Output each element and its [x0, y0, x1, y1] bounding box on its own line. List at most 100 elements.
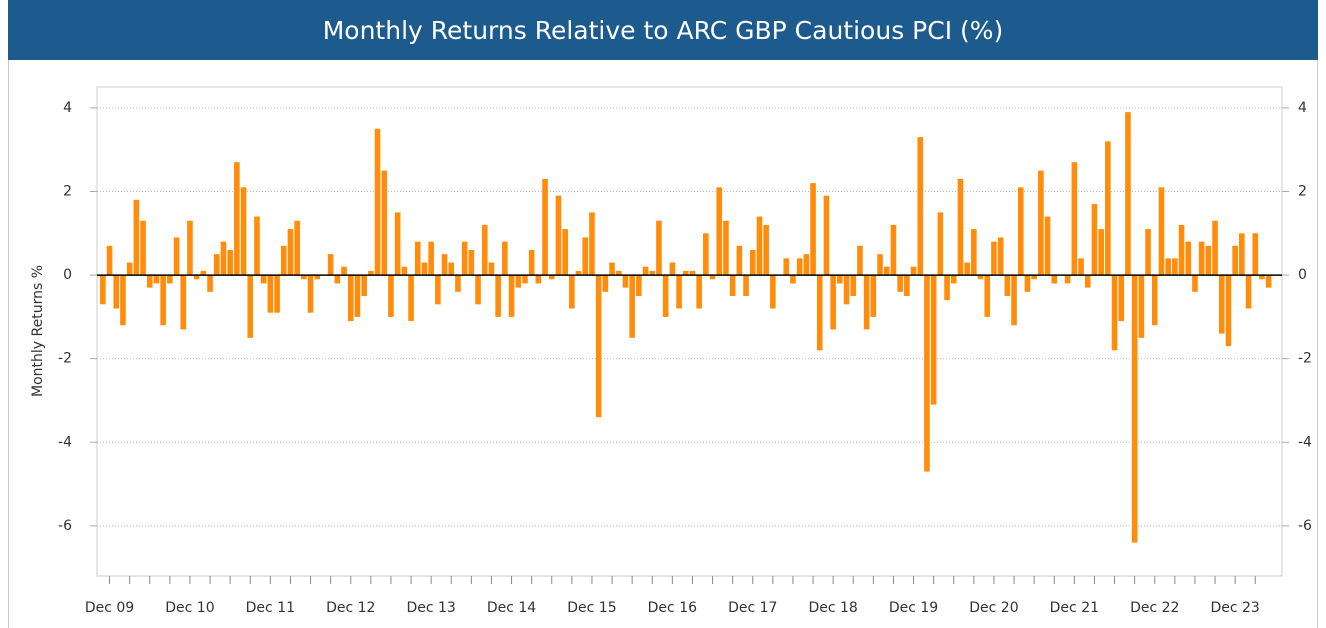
bar: [904, 275, 910, 296]
bar: [502, 241, 508, 276]
bar: [589, 212, 595, 276]
bar: [435, 275, 441, 305]
bar: [743, 275, 749, 296]
bar: [696, 275, 702, 309]
bar: [280, 245, 287, 276]
bar: [763, 224, 769, 276]
bar: [314, 275, 321, 280]
y2-tick-label: -2: [1298, 351, 1312, 367]
bar: [676, 275, 682, 309]
bar: [414, 241, 421, 276]
bar: [736, 245, 743, 276]
bar: [374, 128, 381, 276]
bar: [120, 275, 126, 326]
bar: [1071, 162, 1078, 276]
bar: [535, 275, 542, 284]
bar: [930, 275, 937, 405]
bar: [441, 254, 448, 276]
bar: [461, 241, 468, 276]
bar: [220, 241, 227, 276]
bar: [1125, 112, 1131, 276]
bar: [173, 237, 180, 276]
bar: [327, 254, 334, 276]
bar: [1078, 258, 1084, 276]
bar: [448, 262, 455, 276]
bar: [944, 275, 950, 301]
bar: [1158, 187, 1165, 276]
bar: [1259, 275, 1265, 280]
bar: [428, 241, 434, 276]
bar: [381, 170, 388, 276]
x-tick-label: Dec 20: [969, 600, 1018, 616]
bar: [334, 275, 341, 284]
bar: [1024, 275, 1031, 292]
bar: [964, 262, 970, 276]
bar: [555, 195, 562, 276]
bar: [1105, 141, 1111, 276]
y-tick-label: 4: [63, 100, 72, 116]
bar: [180, 275, 187, 330]
bar: [669, 262, 676, 276]
x-tick-label: Dec 22: [1130, 600, 1179, 616]
bar: [636, 275, 642, 296]
bar: [709, 275, 716, 280]
bar: [569, 275, 575, 309]
bar: [1225, 275, 1232, 347]
bar: [1098, 229, 1104, 276]
bar: [455, 275, 461, 292]
bar: [656, 220, 662, 276]
bar: [1118, 275, 1125, 322]
bar: [468, 250, 475, 276]
bar: [515, 275, 522, 288]
bar: [1051, 275, 1058, 284]
bar: [274, 275, 280, 313]
title-bar: [8, 0, 1318, 60]
bar: [193, 275, 200, 280]
bar: [1239, 233, 1245, 276]
bar: [341, 266, 347, 276]
bar: [287, 229, 294, 276]
bar: [234, 162, 240, 276]
bar: [1084, 275, 1091, 288]
x-tick-label: Dec 13: [406, 600, 455, 616]
bar: [729, 275, 736, 296]
y2-tick-label: -4: [1298, 434, 1312, 450]
bar: [548, 275, 555, 280]
bar: [689, 270, 696, 276]
bar: [1218, 275, 1225, 334]
x-tick-label: Dec 14: [487, 600, 536, 616]
bar: [950, 275, 957, 284]
bar: [213, 254, 220, 276]
bar: [810, 183, 816, 276]
bar: [897, 275, 903, 292]
bar: [394, 212, 401, 276]
bar: [562, 229, 568, 276]
bar: [1031, 275, 1037, 280]
bar: [997, 237, 1004, 276]
bar: [1212, 220, 1218, 276]
bar: [850, 275, 857, 296]
chart-title: Monthly Returns Relative to ARC GBP Caut…: [323, 16, 1004, 45]
bar: [1017, 187, 1024, 276]
bar: [857, 245, 863, 276]
bar: [1165, 258, 1171, 276]
bar: [167, 275, 173, 284]
bar: [247, 275, 254, 338]
bar: [1252, 233, 1259, 276]
bar: [816, 275, 823, 351]
y-tick-label: 0: [63, 267, 72, 283]
bar: [609, 262, 615, 276]
bar: [1011, 275, 1017, 326]
bar: [1178, 224, 1185, 276]
bar: [883, 266, 890, 276]
bar: [1111, 275, 1118, 351]
bar: [126, 262, 133, 276]
bar: [1044, 216, 1051, 276]
bar: [227, 250, 233, 276]
x-tick-label: Dec 15: [567, 600, 616, 616]
bar: [200, 270, 207, 276]
bar: [991, 241, 997, 276]
bar: [1245, 275, 1252, 309]
bar: [207, 275, 213, 292]
